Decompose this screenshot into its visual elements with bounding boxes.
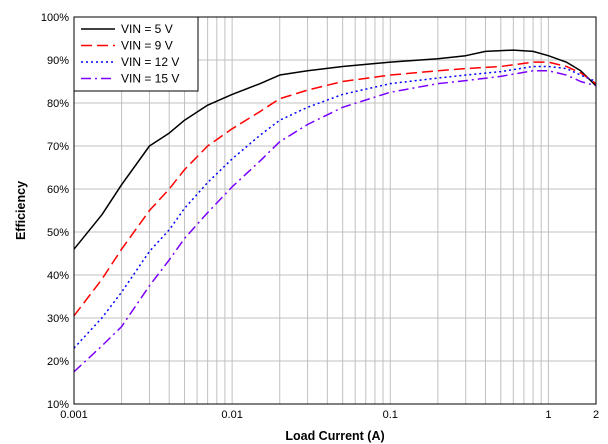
- y-tick-label: 30%: [47, 313, 69, 325]
- series-line-2: [73, 61, 597, 317]
- x-tick-label: 0.001: [60, 409, 88, 421]
- series-lines: [73, 49, 597, 373]
- x-tick-label: 2: [593, 409, 599, 421]
- x-axis-label: Load Current (A): [285, 429, 384, 443]
- y-tick-label: 80%: [47, 98, 69, 110]
- x-tick-label: 1: [545, 409, 551, 421]
- y-tick-label: 90%: [47, 55, 69, 67]
- series-line-1: [73, 49, 597, 250]
- legend: VIN = 5 V VIN = 9 V VIN = 12 V VIN = 15 V: [73, 16, 199, 92]
- legend-label: VIN = 5 V: [121, 22, 173, 36]
- y-tick-label: 10%: [47, 399, 69, 411]
- y-tick-label: 40%: [47, 270, 69, 282]
- y-tick-label: 70%: [47, 141, 69, 153]
- series-line-4: [73, 70, 597, 373]
- y-tick-label: 100%: [41, 12, 69, 24]
- x-tick-label: 0.1: [383, 409, 398, 421]
- y-tick-label: 50%: [47, 227, 69, 239]
- y-tick-label: 20%: [47, 356, 69, 368]
- legend-label: VIN = 9 V: [121, 39, 173, 53]
- tick-labels: 0.001 0.01 0.1 1 2 10% 20% 30% 40% 50% 60% 70% 80% 90…: [41, 12, 599, 421]
- y-tick-label: 60%: [47, 184, 69, 196]
- x-tick-label: 0.01: [221, 409, 242, 421]
- y-axis-label: Efficiency: [14, 181, 28, 240]
- legend-label: VIN = 12 V: [121, 55, 179, 69]
- plot-frame: [73, 16, 597, 405]
- legend-label: VIN = 15 V: [121, 72, 179, 86]
